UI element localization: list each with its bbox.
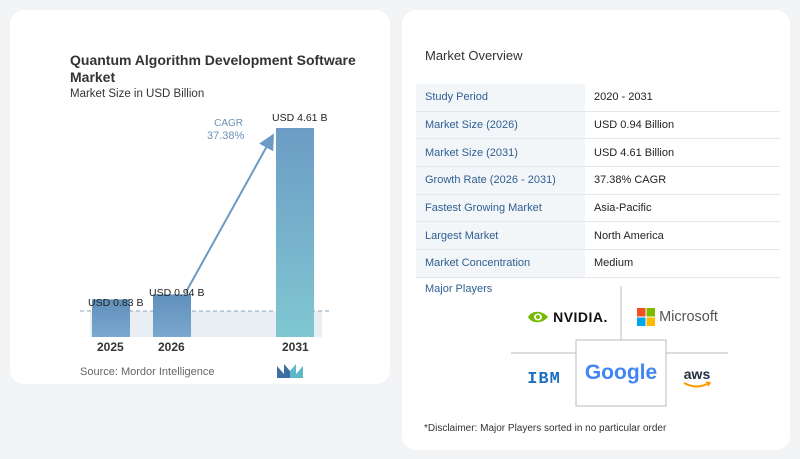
row-value: USD 4.61 Billion [585, 138, 780, 168]
row-key: Largest Market [416, 221, 585, 251]
disclaimer-text: *Disclaimer: Major Players sorted in no … [424, 423, 667, 434]
mordor-logo-icon [277, 364, 303, 383]
table-row: Market Size (2026) USD 0.94 Billion [416, 111, 780, 140]
row-key: Fastest Growing Market [416, 194, 585, 223]
major-players-title: Major Players [425, 283, 493, 295]
ibm-wordmark: IBM [527, 369, 561, 389]
chart-title: Quantum Algorithm Development Software M… [70, 52, 356, 85]
row-value: Medium [585, 249, 780, 278]
overview-title: Market Overview [425, 48, 523, 63]
nvidia-eye-icon [528, 311, 549, 323]
google-logo: Google [578, 356, 664, 390]
overview-table: Study Period 2020 - 2031 Market Size (202… [416, 84, 780, 278]
nvidia-wordmark: NVIDIA. [553, 309, 608, 325]
source-text: Source: Mordor Intelligence [80, 366, 215, 378]
microsoft-squares-icon [637, 308, 656, 326]
table-row: Fastest Growing Market Asia-Pacific [416, 194, 780, 223]
row-value: North America [585, 221, 780, 251]
row-value: 2020 - 2031 [585, 84, 780, 112]
cagr-value: 37.38% [207, 130, 245, 142]
ibm-logo: IBM [516, 364, 572, 394]
aws-wordmark: aws [683, 366, 711, 382]
chart-subtitle: Market Size in USD Billion [70, 88, 205, 100]
row-key: Growth Rate (2026 - 2031) [416, 166, 585, 195]
nvidia-logo: NVIDIA. [520, 300, 615, 334]
table-row: Market Size (2031) USD 4.61 Billion [416, 138, 780, 168]
bar-label-2031: USD 4.61 B [272, 112, 328, 124]
x-tick-2026: 2026 [158, 340, 185, 354]
bar-label-2026: USD 0.94 B [149, 287, 205, 299]
cagr-label: CAGR 37.38% [207, 117, 245, 143]
table-row: Largest Market North America [416, 221, 780, 251]
row-key: Market Concentration [416, 249, 585, 278]
google-wordmark: Google [584, 361, 658, 384]
row-value: USD 0.94 Billion [585, 111, 780, 140]
row-value: Asia-Pacific [585, 194, 780, 223]
microsoft-wordmark: Microsoft [659, 309, 718, 325]
table-row: Market Concentration Medium [416, 249, 780, 278]
table-row: Growth Rate (2026 - 2031) 37.38% CAGR [416, 166, 780, 195]
row-value: 37.38% CAGR [585, 166, 780, 195]
row-key: Study Period [416, 84, 585, 112]
microsoft-logo: Microsoft [630, 300, 725, 334]
aws-smile-icon [683, 381, 712, 388]
row-key: Market Size (2026) [416, 111, 585, 140]
aws-logo: aws [672, 362, 722, 394]
bar-label-2025: USD 0.83 B [88, 297, 144, 309]
cagr-title: CAGR [214, 118, 243, 129]
x-tick-2031: 2031 [282, 340, 309, 354]
x-tick-2025: 2025 [97, 340, 124, 354]
row-key: Market Size (2031) [416, 138, 585, 168]
table-row: Study Period 2020 - 2031 [416, 84, 780, 112]
